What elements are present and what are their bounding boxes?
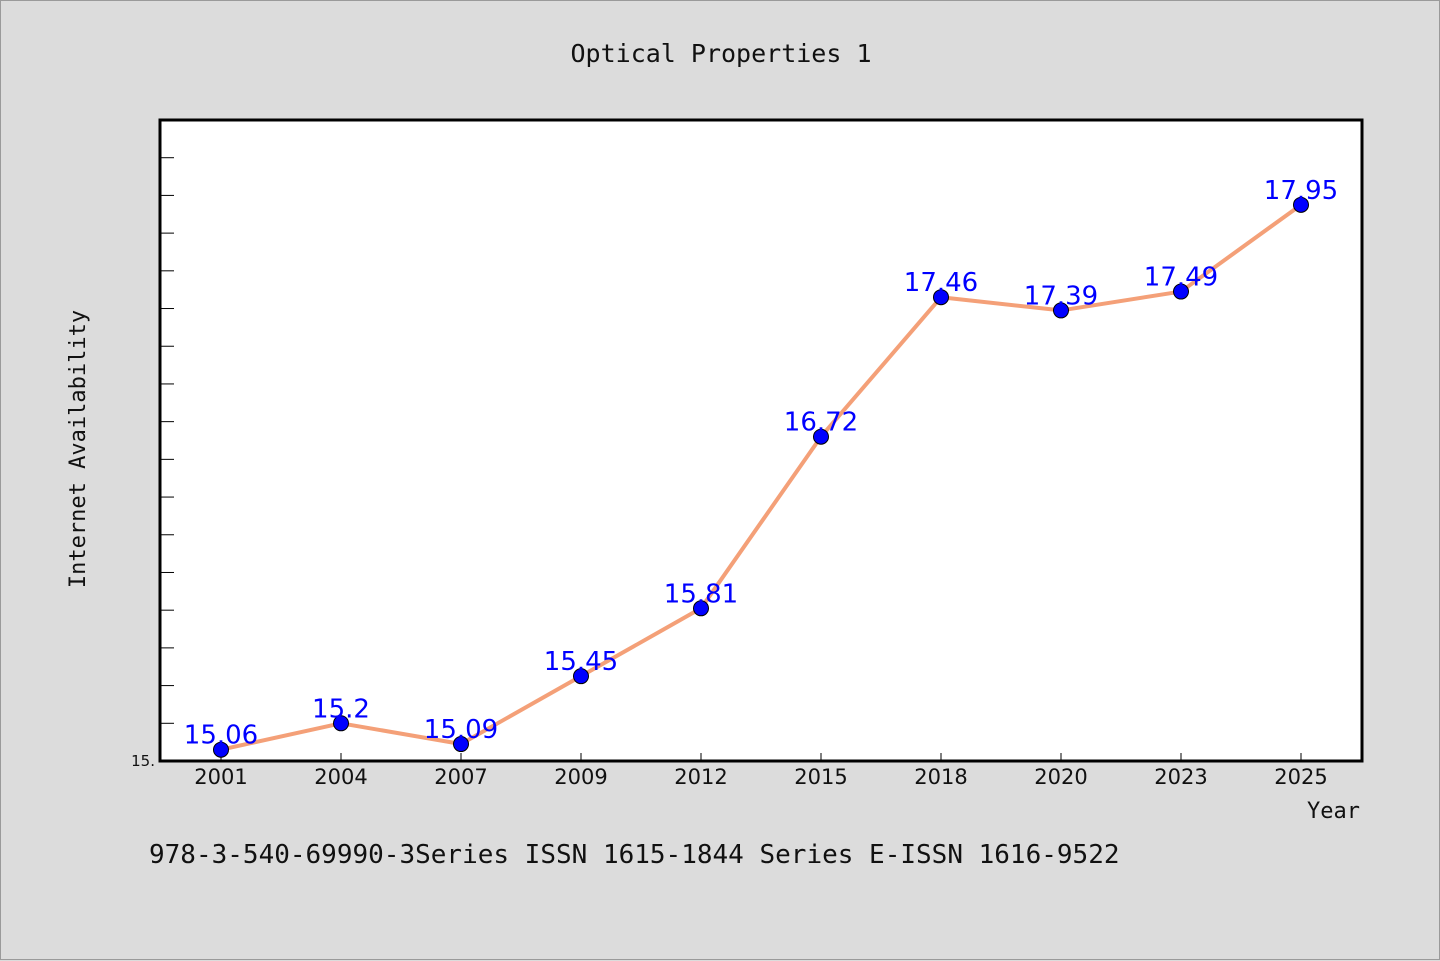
data-label: 17.49 bbox=[1144, 263, 1218, 293]
data-point bbox=[813, 428, 829, 445]
data-labels-group: 15.06 15.2 15.09 15.45 15.81 16.72 17.46 17.39 1… bbox=[184, 176, 1338, 751]
data-label: 17.95 bbox=[1264, 176, 1338, 206]
data-point bbox=[333, 715, 349, 732]
y-axis-minor-ticks bbox=[160, 157, 174, 724]
data-point bbox=[453, 736, 469, 753]
x-tick-label: 2001 bbox=[194, 765, 247, 789]
series-line-group bbox=[220, 203, 1303, 752]
x-axis-label: Year bbox=[1307, 799, 1360, 824]
x-tick-label: 2018 bbox=[914, 765, 967, 789]
footer-series-info: 978-3-540-69990-3Series ISSN 1615-1844 S… bbox=[149, 840, 1120, 870]
x-tick-label: 2025 bbox=[1274, 765, 1327, 789]
data-point bbox=[933, 289, 949, 306]
data-point bbox=[693, 600, 709, 617]
data-label: 15.2 bbox=[312, 694, 370, 724]
x-tick-label: 2009 bbox=[554, 765, 607, 789]
x-tick-label: 2012 bbox=[674, 765, 727, 789]
y-axis-ticks: 15. bbox=[131, 752, 155, 770]
data-label: 17.46 bbox=[904, 268, 978, 298]
series-line bbox=[220, 203, 1303, 752]
x-tick-label: 2004 bbox=[314, 765, 367, 789]
data-point bbox=[213, 741, 229, 758]
chart-title: Optical Properties 1 bbox=[570, 39, 871, 68]
plot-area bbox=[158, 118, 1364, 763]
data-label: 15.06 bbox=[184, 721, 258, 751]
x-tick-label: 2007 bbox=[434, 765, 487, 789]
data-label: 15.81 bbox=[664, 579, 738, 609]
data-point bbox=[1293, 196, 1309, 213]
data-point bbox=[1053, 302, 1069, 319]
data-point bbox=[1173, 283, 1189, 300]
data-label: 15.45 bbox=[544, 647, 618, 677]
y-tick-label: 15. bbox=[131, 752, 155, 770]
x-tick-label: 2023 bbox=[1154, 765, 1207, 789]
x-tick-label: 2015 bbox=[794, 765, 847, 789]
data-label: 15.09 bbox=[424, 715, 498, 745]
data-label: 17.39 bbox=[1024, 281, 1098, 311]
x-axis-ticks: 2001 2004 2007 2009 2012 2015 2018 2020 2023 2025 bbox=[194, 753, 1328, 789]
y-axis-label: Internet Availability bbox=[66, 310, 91, 588]
series-markers-group bbox=[213, 196, 1309, 758]
data-label: 16.72 bbox=[784, 408, 858, 438]
x-tick-label: 2020 bbox=[1034, 765, 1087, 789]
data-point bbox=[573, 668, 589, 685]
